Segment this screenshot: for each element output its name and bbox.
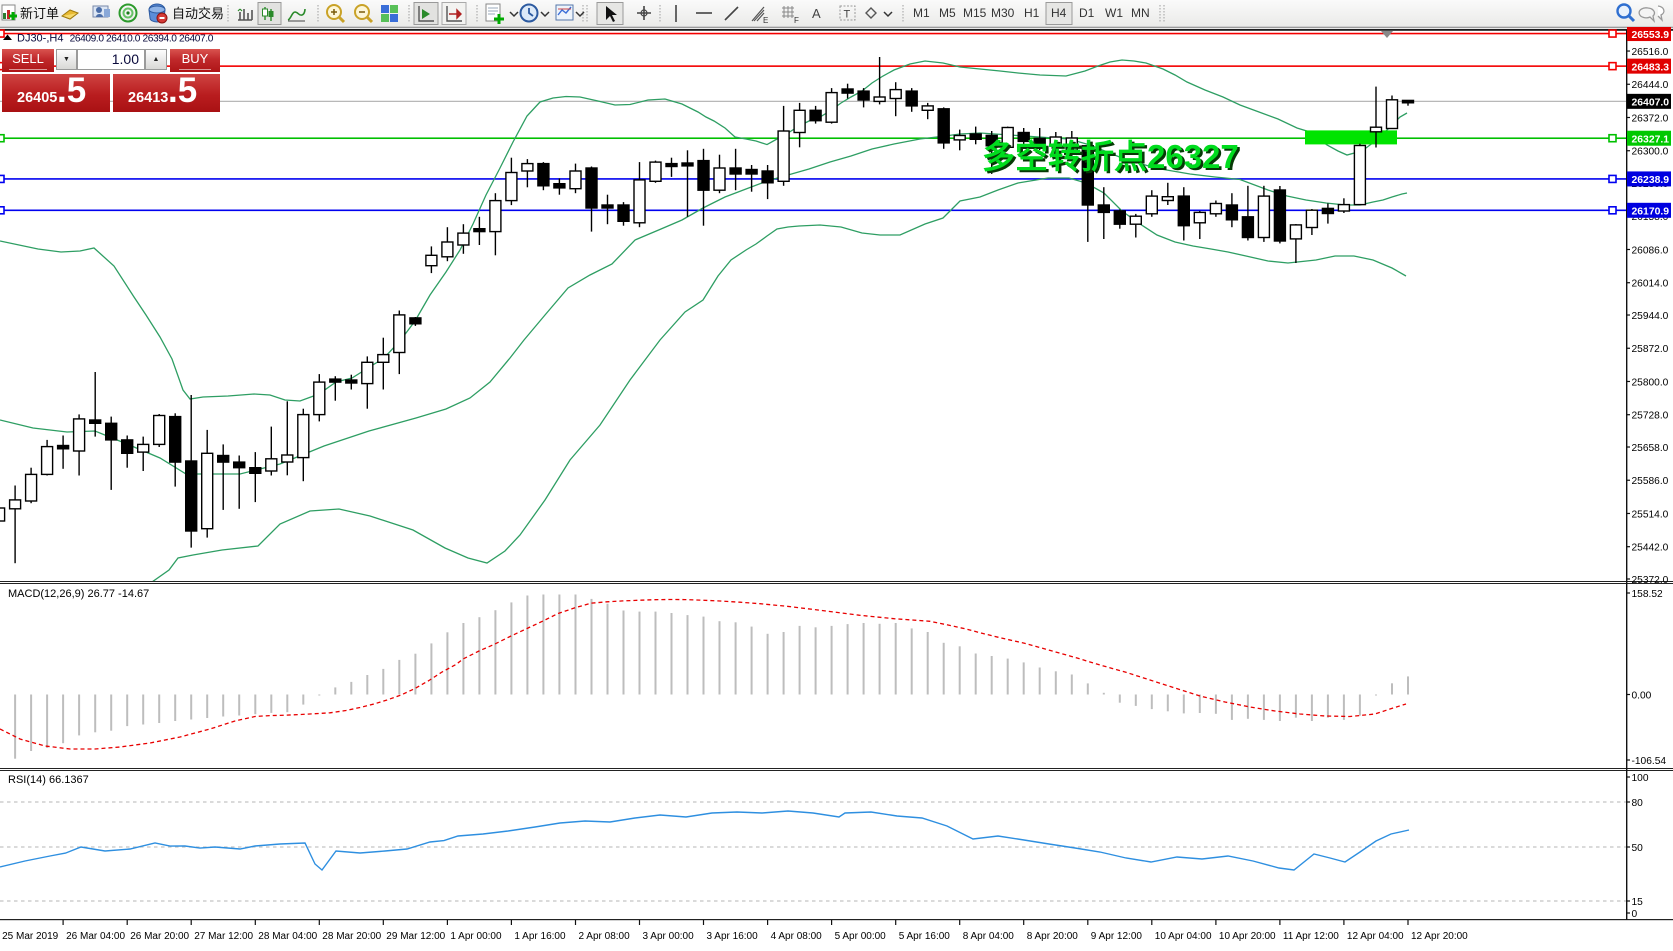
svg-text:25658.0: 25658.0 (1632, 443, 1669, 454)
svg-text:25728.0: 25728.0 (1632, 411, 1669, 422)
svg-text:DJ30-,H4 26409.0 26410.0 2639: DJ30-,H4 26409.0 26410.0 26394.0 26407.0 (17, 33, 214, 45)
svg-text:3 Apr 00:00: 3 Apr 00:00 (643, 931, 695, 942)
svg-text:25442.0: 25442.0 (1632, 543, 1669, 554)
svg-text:H4: H4 (1051, 6, 1067, 20)
svg-text:E: E (763, 16, 768, 25)
svg-text:新订单: 新订单 (20, 6, 59, 21)
svg-text:12 Apr 20:00: 12 Apr 20:00 (1411, 931, 1468, 942)
svg-text:158.52: 158.52 (1632, 589, 1663, 600)
svg-text:MN: MN (1131, 6, 1150, 20)
svg-text:10 Apr 20:00: 10 Apr 20:00 (1219, 931, 1276, 942)
svg-text:1 Apr 16:00: 1 Apr 16:00 (514, 931, 566, 942)
svg-text:25872.0: 25872.0 (1632, 344, 1669, 355)
svg-text:26086.0: 26086.0 (1632, 245, 1669, 256)
svg-text:27 Mar 12:00: 27 Mar 12:00 (194, 931, 253, 942)
svg-text:MACD(12,26,9) 26.77 -14.67: MACD(12,26,9) 26.77 -14.67 (8, 588, 149, 600)
svg-text:26372.0: 26372.0 (1632, 113, 1669, 124)
svg-text:26483.3: 26483.3 (1632, 62, 1670, 73)
svg-text:8 Apr 20:00: 8 Apr 20:00 (1027, 931, 1079, 942)
svg-text:80: 80 (1632, 798, 1644, 809)
svg-text:26444.0: 26444.0 (1632, 80, 1669, 91)
svg-text:25800.0: 25800.0 (1632, 377, 1669, 388)
svg-text:10 Apr 04:00: 10 Apr 04:00 (1155, 931, 1212, 942)
svg-text:5 Apr 00:00: 5 Apr 00:00 (835, 931, 887, 942)
svg-text:15: 15 (1632, 897, 1644, 908)
svg-text:T: T (844, 9, 851, 21)
svg-text:25944.0: 25944.0 (1632, 311, 1669, 322)
svg-text:0: 0 (1632, 909, 1638, 920)
svg-text:26327.1: 26327.1 (1632, 134, 1670, 145)
svg-text:11 Apr 12:00: 11 Apr 12:00 (1283, 931, 1339, 942)
svg-text:26516.0: 26516.0 (1632, 47, 1669, 58)
svg-text:M30: M30 (991, 6, 1015, 20)
svg-text:100: 100 (1632, 773, 1649, 784)
svg-text:M5: M5 (939, 6, 956, 20)
svg-text:5 Apr 16:00: 5 Apr 16:00 (899, 931, 951, 942)
svg-text:2 Apr 08:00: 2 Apr 08:00 (579, 931, 631, 942)
svg-text:多空转折点26327: 多空转折点26327 (985, 140, 1242, 177)
svg-text:25586.0: 25586.0 (1632, 476, 1669, 487)
svg-text:28 Mar 20:00: 28 Mar 20:00 (322, 931, 381, 942)
svg-text:H1: H1 (1024, 6, 1040, 20)
svg-text:12 Apr 04:00: 12 Apr 04:00 (1347, 931, 1404, 942)
svg-text:26170.9: 26170.9 (1632, 207, 1670, 218)
svg-text:9 Apr 12:00: 9 Apr 12:00 (1091, 931, 1143, 942)
svg-text:26553.9: 26553.9 (1632, 30, 1670, 41)
svg-text:多空转折点26327: 多空转折点26327 (982, 138, 1239, 175)
svg-text:25 Mar 2019: 25 Mar 2019 (2, 931, 59, 942)
svg-text:8 Apr 04:00: 8 Apr 04:00 (963, 931, 1015, 942)
svg-text:26238.9: 26238.9 (1632, 175, 1670, 186)
svg-text:25514.0: 25514.0 (1632, 509, 1669, 520)
svg-text:26 Mar 20:00: 26 Mar 20:00 (130, 931, 189, 942)
svg-text:A: A (812, 6, 821, 21)
svg-text:29 Mar 12:00: 29 Mar 12:00 (386, 931, 445, 942)
svg-text:-106.54: -106.54 (1632, 756, 1667, 767)
svg-text:50: 50 (1632, 843, 1644, 854)
svg-text:M15: M15 (963, 6, 987, 20)
svg-text:自动交易: 自动交易 (172, 6, 224, 21)
svg-text:26407.0: 26407.0 (1632, 98, 1670, 109)
svg-text:D1: D1 (1079, 6, 1095, 20)
svg-text:W1: W1 (1105, 6, 1123, 20)
svg-text:1 Apr 00:00: 1 Apr 00:00 (450, 931, 502, 942)
svg-text:0.00: 0.00 (1632, 690, 1652, 701)
svg-text:3 Apr 16:00: 3 Apr 16:00 (707, 931, 759, 942)
svg-text:25372.0: 25372.0 (1632, 575, 1669, 586)
svg-text:RSI(14) 66.1367: RSI(14) 66.1367 (8, 774, 89, 786)
svg-text:4 Apr 08:00: 4 Apr 08:00 (771, 931, 823, 942)
svg-text:26300.0: 26300.0 (1632, 147, 1669, 158)
svg-text:F: F (794, 16, 799, 25)
svg-text:M1: M1 (913, 6, 930, 20)
svg-text:26014.0: 26014.0 (1632, 279, 1669, 290)
svg-text:26 Mar 04:00: 26 Mar 04:00 (66, 931, 125, 942)
svg-text:28 Mar 04:00: 28 Mar 04:00 (258, 931, 317, 942)
